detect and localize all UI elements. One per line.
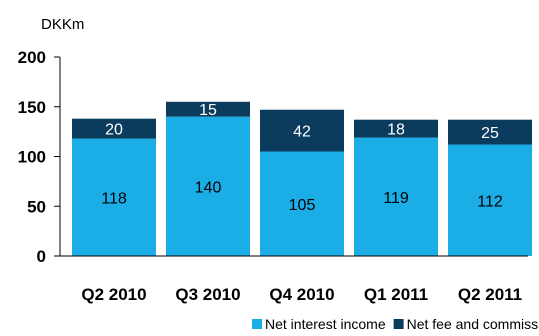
legend-label: Net fee and commissions income — [407, 316, 539, 332]
bar-segment — [448, 119, 532, 145]
legend-label: Net interest income — [265, 316, 386, 332]
data-label: 118 — [101, 190, 127, 207]
data-label: 119 — [383, 190, 409, 207]
bar-segment — [354, 137, 438, 256]
x-tick-label: Q2 2010 — [81, 285, 146, 304]
x-tick-label: Q3 2010 — [175, 285, 240, 304]
y-tick-label: 100 — [18, 148, 46, 167]
bar-segment — [260, 151, 344, 256]
data-label: 42 — [293, 124, 311, 141]
data-label: 140 — [195, 179, 222, 196]
bar-segment — [354, 119, 438, 138]
data-label: 105 — [289, 197, 316, 214]
y-tick-label: 0 — [37, 247, 46, 266]
data-label: 25 — [481, 125, 499, 142]
x-tick-label: Q2 2011 — [458, 285, 522, 304]
data-label: 15 — [199, 102, 217, 119]
y-tick-label: 200 — [18, 48, 46, 67]
unit-label: DKKm — [41, 16, 84, 33]
y-tick-label: 150 — [18, 98, 46, 117]
x-tick-label: Q1 2011 — [364, 285, 428, 304]
bar-segment — [260, 109, 344, 152]
bar-segment — [166, 116, 250, 256]
bar-segment — [166, 101, 250, 117]
bars: 118 20 140 15 105 42 119 18 112 25 — [72, 101, 532, 256]
data-label: 18 — [387, 122, 405, 139]
data-label: 20 — [105, 122, 123, 139]
bar-segment — [72, 118, 156, 139]
legend-swatch — [252, 319, 262, 329]
bar-segment — [448, 144, 532, 256]
legend: Net interest income Net fee and commissio… — [252, 316, 539, 332]
data-label: 112 — [477, 193, 503, 210]
x-axis: Q2 2010 Q3 2010 Q4 2010 Q1 2011 Q2 2011 — [60, 255, 528, 304]
y-axis: 0 50 100 150 200 — [18, 48, 61, 266]
legend-swatch — [393, 319, 404, 329]
bar-segment — [72, 138, 156, 256]
x-tick-label: Q4 2010 — [269, 285, 334, 304]
y-tick-label: 50 — [27, 197, 46, 216]
